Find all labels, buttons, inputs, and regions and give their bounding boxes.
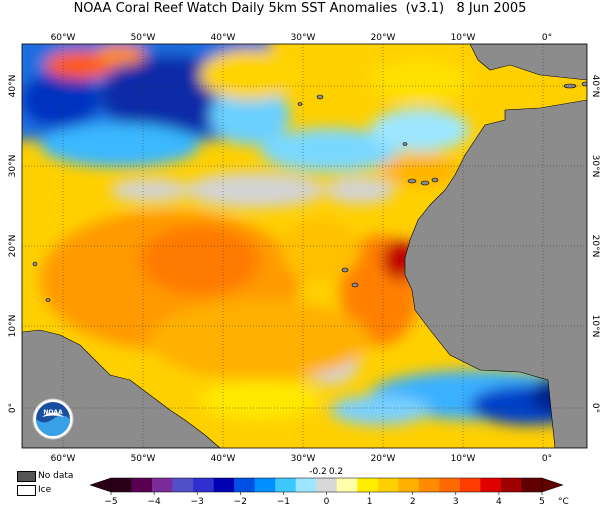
legend-ice: Ice bbox=[17, 485, 51, 496]
ice-label: Ice bbox=[38, 485, 52, 495]
colorbar-cell bbox=[152, 478, 173, 492]
colorbar-cell bbox=[111, 478, 132, 492]
colorbar-cell bbox=[459, 478, 481, 492]
colorbar-cell bbox=[234, 478, 255, 492]
top-label: 0° bbox=[542, 33, 552, 43]
left-label: 20°N bbox=[8, 235, 18, 258]
bottom-label: 20°W bbox=[371, 454, 396, 464]
colorbar-small-label: 0.2 bbox=[329, 467, 343, 477]
right-label: 10°N bbox=[590, 315, 600, 338]
colorbar-cell bbox=[336, 478, 358, 492]
colorbar-cell bbox=[295, 478, 317, 492]
legend-no-data: No data bbox=[17, 471, 73, 482]
colorbar-tick-label: 0 bbox=[324, 497, 330, 505]
colorbar-tick-label: −5 bbox=[104, 497, 117, 505]
colorbar-cell bbox=[193, 478, 214, 492]
colorbar-tick-label: 2 bbox=[410, 497, 416, 505]
colorbar-cell bbox=[172, 478, 194, 492]
bottom-longitude-labels: 60°W 50°W 40°W 30°W 20°W 10°W 0° bbox=[51, 454, 553, 464]
colorbar-low-arrow bbox=[89, 477, 112, 493]
right-label: 0° bbox=[590, 403, 600, 413]
colorbar-cell bbox=[480, 478, 502, 492]
colorbar-cell bbox=[521, 478, 543, 492]
colorbar-cell bbox=[131, 478, 153, 492]
colorbar-cell bbox=[418, 478, 440, 492]
top-label: 50°W bbox=[131, 33, 156, 43]
colorbar-cell bbox=[500, 478, 522, 492]
left-label: 40°N bbox=[8, 75, 18, 98]
right-latitude-labels: 40°N 30°N 20°N 10°N 0° bbox=[590, 75, 600, 413]
bottom-label: 30°W bbox=[291, 454, 316, 464]
bottom-label: 60°W bbox=[51, 454, 76, 464]
bottom-label: 50°W bbox=[131, 454, 156, 464]
colorbar-ticks: −5 −4 −3 −2 −1 0 1 2 3 4 5 bbox=[104, 492, 545, 505]
right-label: 20°N bbox=[590, 235, 600, 258]
top-label: 30°W bbox=[291, 33, 316, 43]
top-longitude-labels: 60°W 50°W 40°W 30°W 20°W 10°W 0° bbox=[51, 33, 553, 43]
top-label: 40°W bbox=[211, 33, 236, 43]
colorbar-tick-label: 1 bbox=[367, 497, 373, 505]
top-label: 60°W bbox=[51, 33, 76, 43]
colorbar-cell bbox=[275, 478, 297, 492]
colorbar-cell bbox=[357, 478, 379, 492]
left-label: 10°N bbox=[8, 315, 18, 338]
no-data-label: No data bbox=[38, 471, 74, 481]
colorbar-tick-label: −2 bbox=[234, 497, 247, 505]
noaa-logo: NOAA bbox=[32, 398, 74, 440]
colorbar-cell bbox=[213, 478, 235, 492]
bottom-label: 40°W bbox=[211, 454, 236, 464]
logo-text: NOAA bbox=[43, 409, 63, 416]
colorbar-tick-label: 3 bbox=[453, 497, 459, 505]
map-frame bbox=[21, 43, 588, 449]
colorbar-cell bbox=[254, 478, 276, 492]
colorbar-high-arrow bbox=[541, 477, 564, 493]
colorbar: −5 −4 −3 −2 −1 0 1 2 3 4 5 -0.2 0.2 °C bbox=[89, 467, 569, 505]
map-field bbox=[22, 44, 587, 448]
colorbar-tick-label: 4 bbox=[496, 497, 502, 505]
graticule bbox=[22, 44, 587, 448]
colorbar-small-label: -0.2 bbox=[309, 467, 327, 477]
colorbar-cells bbox=[111, 478, 543, 492]
no-data-swatch bbox=[17, 471, 36, 482]
ice-swatch bbox=[17, 485, 36, 496]
colorbar-cell bbox=[316, 478, 338, 492]
anomaly-patches bbox=[22, 44, 587, 425]
colorbar-unit: °C bbox=[558, 497, 569, 505]
colorbar-tick-label: 5 bbox=[539, 497, 545, 505]
colorbar-tick-label: −1 bbox=[277, 497, 290, 505]
islands bbox=[32, 81, 587, 302]
top-label: 20°W bbox=[371, 33, 396, 43]
colorbar-cell bbox=[439, 478, 461, 492]
top-label: 10°W bbox=[451, 33, 476, 43]
left-latitude-labels: 40°N 30°N 20°N 10°N 0° bbox=[8, 75, 18, 413]
colorbar-tick-label: −3 bbox=[191, 497, 204, 505]
left-label: 0° bbox=[8, 403, 18, 413]
bottom-label: 0° bbox=[542, 454, 552, 464]
left-label: 30°N bbox=[8, 155, 18, 178]
colorbar-cell bbox=[377, 478, 399, 492]
right-label: 40°N bbox=[590, 75, 600, 98]
colorbar-cell bbox=[398, 478, 420, 492]
colorbar-tick-label: −4 bbox=[147, 497, 161, 505]
map-title: NOAA Coral Reef Watch Daily 5km SST Anom… bbox=[73, 1, 527, 16]
right-label: 30°N bbox=[590, 155, 600, 178]
bottom-label: 10°W bbox=[451, 454, 476, 464]
